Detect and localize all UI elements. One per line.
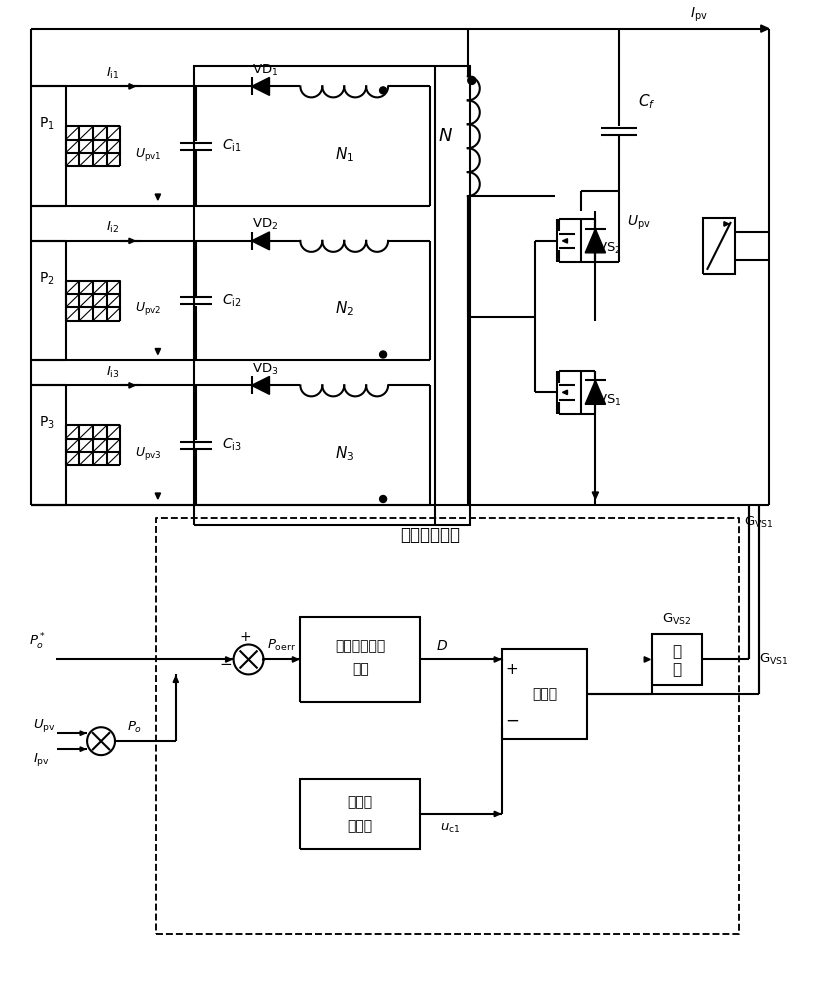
Polygon shape	[129, 84, 135, 89]
Text: $U_{\rm pv3}$: $U_{\rm pv3}$	[135, 445, 161, 462]
Text: $I_{\rm pv}$: $I_{\rm pv}$	[34, 751, 50, 768]
Text: $C_{\rm i2}$: $C_{\rm i2}$	[221, 292, 241, 309]
Polygon shape	[585, 380, 604, 404]
Polygon shape	[723, 222, 728, 226]
Polygon shape	[562, 239, 567, 243]
Text: $C_{\rm i3}$: $C_{\rm i3}$	[221, 437, 241, 453]
Text: $I_{\rm i2}$: $I_{\rm i2}$	[106, 220, 120, 235]
Polygon shape	[585, 229, 604, 253]
Text: $C_f$: $C_f$	[637, 92, 655, 111]
Text: VS$_1$: VS$_1$	[596, 393, 621, 408]
Text: VS$_2$: VS$_2$	[596, 241, 621, 256]
Polygon shape	[225, 657, 231, 662]
Text: $C_{\rm i1}$: $C_{\rm i1}$	[221, 138, 241, 154]
Polygon shape	[155, 493, 161, 499]
Text: 非: 非	[672, 644, 681, 659]
Text: $P_o^*$: $P_o^*$	[29, 631, 46, 652]
Text: 算法: 算法	[351, 662, 368, 676]
Text: P$_3$: P$_3$	[39, 415, 55, 431]
Polygon shape	[129, 238, 135, 244]
Text: $U_{\rm pv}$: $U_{\rm pv}$	[34, 717, 56, 734]
Text: VD$_1$: VD$_1$	[252, 63, 278, 78]
Text: P$_2$: P$_2$	[39, 271, 55, 287]
Text: $U_{\rm pv2}$: $U_{\rm pv2}$	[135, 300, 161, 317]
Text: 比较器: 比较器	[532, 687, 556, 701]
Polygon shape	[251, 232, 269, 250]
Text: $-$: $-$	[505, 710, 518, 728]
Polygon shape	[155, 349, 161, 354]
Text: VD$_2$: VD$_2$	[252, 217, 278, 232]
Text: 功率扰动控制: 功率扰动控制	[335, 640, 385, 654]
Polygon shape	[251, 77, 269, 95]
Polygon shape	[155, 194, 161, 200]
Polygon shape	[494, 657, 500, 662]
Text: $u_{\rm c1}$: $u_{\rm c1}$	[439, 822, 459, 835]
Text: 门: 门	[672, 662, 681, 677]
Text: G$_{\rm VS2}$: G$_{\rm VS2}$	[662, 612, 691, 627]
Text: $N_3$: $N_3$	[334, 444, 354, 463]
Text: $I_{\rm i1}$: $I_{\rm i1}$	[106, 66, 120, 81]
Text: +: +	[239, 630, 251, 644]
Text: G$_{\rm VS1}$: G$_{\rm VS1}$	[743, 515, 772, 530]
Text: 锯齿波: 锯齿波	[347, 795, 373, 809]
Polygon shape	[80, 747, 85, 751]
Polygon shape	[251, 376, 269, 394]
Text: $D$: $D$	[436, 639, 447, 653]
Text: $I_{\rm i3}$: $I_{\rm i3}$	[106, 365, 120, 380]
Polygon shape	[80, 731, 85, 735]
Polygon shape	[562, 390, 567, 395]
Polygon shape	[494, 811, 500, 817]
Text: $N$: $N$	[438, 127, 453, 145]
Text: 发生器: 发生器	[347, 819, 373, 833]
Circle shape	[379, 496, 386, 502]
Polygon shape	[292, 657, 298, 662]
Text: $-$: $-$	[219, 655, 232, 670]
Text: P$_1$: P$_1$	[39, 116, 55, 132]
Text: $I_{\rm pv}$: $I_{\rm pv}$	[690, 5, 707, 24]
Text: VD$_3$: VD$_3$	[252, 362, 278, 377]
Text: G$_{\rm VS1}$: G$_{\rm VS1}$	[758, 652, 788, 667]
Text: $U_{\rm pv}$: $U_{\rm pv}$	[627, 214, 650, 232]
Circle shape	[379, 351, 386, 358]
Text: $P_o$: $P_o$	[127, 720, 143, 735]
Text: +: +	[505, 662, 518, 677]
Circle shape	[379, 87, 386, 94]
Polygon shape	[644, 657, 649, 662]
Text: $N_2$: $N_2$	[334, 299, 353, 318]
Polygon shape	[173, 676, 179, 682]
Text: $N_1$: $N_1$	[334, 145, 353, 164]
Text: $U_{\rm pv1}$: $U_{\rm pv1}$	[135, 146, 161, 163]
Circle shape	[467, 76, 475, 84]
Polygon shape	[760, 25, 768, 32]
Polygon shape	[591, 492, 598, 499]
Text: $P_{\rm oerr}$: $P_{\rm oerr}$	[267, 638, 296, 653]
Text: 功率扰动模块: 功率扰动模块	[400, 526, 459, 544]
Polygon shape	[129, 383, 135, 388]
